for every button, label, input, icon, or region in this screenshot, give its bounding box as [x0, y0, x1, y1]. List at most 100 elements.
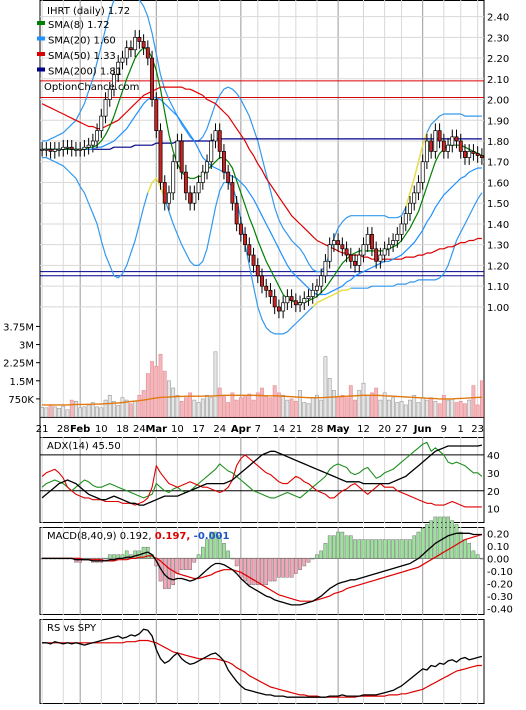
macd-signal-line [42, 533, 483, 602]
adx-minus-di-line [41, 454, 482, 508]
volume-bar [450, 398, 455, 418]
adx-panel-frame [39, 437, 485, 523]
candle-body [306, 296, 311, 299]
candle-body [353, 260, 357, 266]
candle-body [200, 171, 205, 183]
macd-histogram-bar [344, 535, 349, 559]
volume-average-line [42, 394, 482, 406]
price-tick-label: 1.10 [487, 282, 509, 293]
volume-bar [391, 397, 395, 418]
candle-body [90, 140, 95, 146]
volume-bar [129, 403, 133, 418]
candle-body [99, 115, 104, 131]
macd-histogram-bar [480, 558, 484, 560]
volume-bar [289, 398, 294, 418]
candle-body [120, 57, 125, 63]
x-axis-label: 20 [378, 424, 391, 435]
x-axis-label: 1 [458, 424, 464, 435]
x-axis-label: 10 [171, 424, 184, 435]
x-axis-label: 12 [357, 424, 370, 435]
x-axis-label: 7 [255, 424, 261, 435]
volume-bar [298, 390, 302, 418]
volume-bar [179, 401, 184, 418]
macd-histogram-bar [272, 558, 277, 582]
candle-body [365, 233, 370, 246]
candle-body [69, 146, 74, 150]
macd-histogram-bar [285, 558, 290, 578]
candle-body [133, 36, 138, 51]
volume-bar [188, 392, 193, 418]
candle-body [378, 254, 383, 262]
macd-histogram-bar [361, 539, 366, 559]
x-axis-label: May [327, 424, 350, 435]
volume-bar [103, 399, 108, 418]
price-tick-label: 2.10 [487, 75, 509, 86]
macd-tick-label: -0.20 [487, 580, 513, 591]
macd-histogram-bar [425, 524, 429, 559]
volume-bar [48, 404, 53, 418]
volume-bar [234, 399, 239, 418]
macd-histogram-bar [454, 524, 459, 559]
legend-swatch [37, 21, 45, 25]
macd-histogram-bar [133, 550, 137, 559]
candle-body [467, 151, 472, 158]
candle-body [327, 244, 332, 262]
sma8-line [42, 47, 483, 304]
macd-histogram-bar [467, 543, 472, 559]
volume-bar [463, 403, 467, 418]
macd-histogram-bar [247, 558, 252, 586]
macd-histogram-bar [327, 535, 332, 559]
macd-tick-label: 0.10 [487, 542, 509, 553]
volume-bar [475, 404, 480, 418]
volume-bar [78, 407, 83, 418]
macd-histogram-bar [349, 535, 353, 559]
volume-bar [315, 394, 319, 418]
volume-bar [277, 392, 281, 418]
candle-body [441, 140, 446, 152]
macd-histogram-bar [112, 554, 116, 559]
volume-bar [370, 392, 374, 418]
candle-body [331, 240, 336, 246]
macd-histogram-bar [391, 539, 395, 559]
macd-histogram-bar [192, 558, 197, 563]
candle-body [458, 140, 463, 152]
adx-tick-label: 40 [487, 451, 500, 462]
candle-body [183, 171, 188, 194]
volume-bar [293, 401, 298, 418]
candle-body [57, 148, 61, 151]
macd-histogram-bar [175, 558, 180, 574]
candle-body [264, 285, 269, 291]
volume-bar [222, 396, 226, 418]
volume-bar [454, 402, 459, 418]
macd-line [42, 532, 482, 606]
volume-bar [61, 405, 66, 418]
candle-body [251, 254, 256, 266]
candle-body [298, 302, 303, 306]
candle-body [471, 151, 476, 154]
macd-histogram-bar [374, 539, 378, 559]
volume-bar [268, 397, 273, 418]
volume-bar [264, 396, 269, 418]
candle-body [209, 140, 214, 163]
volume-bar [120, 397, 125, 418]
candle-body [61, 146, 66, 150]
volume-bar [416, 402, 421, 418]
candle-body [348, 254, 353, 262]
candle-body [361, 244, 366, 256]
macd-histogram-bar [412, 535, 417, 559]
macd-panel-frame [39, 527, 485, 615]
volume-bar [107, 394, 112, 418]
volume-bar [429, 397, 434, 418]
macd-histogram-bar [277, 558, 281, 578]
volume-bar [175, 394, 180, 418]
watermark-text: OptionChance.com [44, 82, 139, 93]
macd-histogram-bar [226, 550, 230, 559]
volume-bar [357, 390, 362, 418]
x-axis-label: 23 [471, 424, 484, 435]
candle-body [340, 244, 345, 250]
bollinger-lower-highlight [147, 177, 166, 200]
volume-bar [133, 401, 138, 418]
macd-histogram-bar [213, 531, 218, 559]
legend-label: SMA(200) 1.81 [48, 67, 122, 78]
